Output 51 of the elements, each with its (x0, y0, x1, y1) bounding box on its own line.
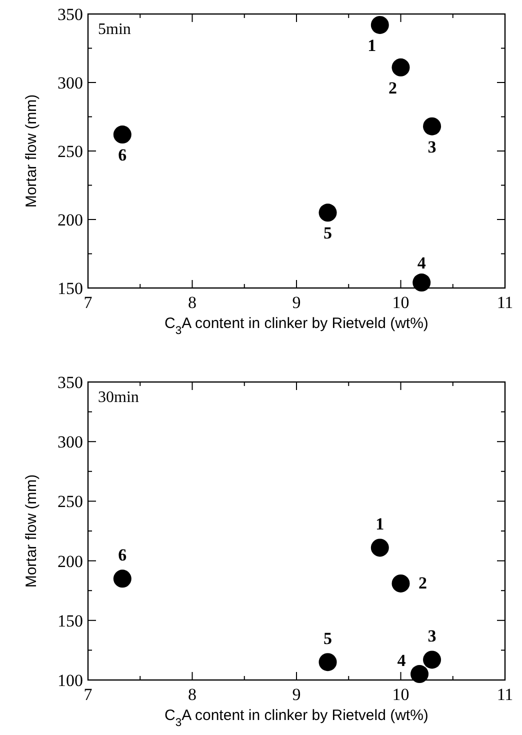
y-tick-label: 350 (58, 373, 83, 392)
x-tick-label: 8 (188, 293, 196, 312)
x-tick-label: 11 (496, 685, 514, 704)
y-tick-label: 150 (58, 611, 83, 630)
x-axis-title: C$_{3}$A content in clinker by Rietveld (wt%) (164, 707, 428, 729)
point (318, 204, 337, 222)
point (318, 653, 337, 672)
y-tick-label: 150 (58, 279, 83, 298)
annotation: 5min (98, 21, 131, 38)
x-tick-label: 9 (292, 685, 301, 704)
point (410, 665, 429, 684)
annotation: 3 (428, 137, 436, 156)
y-tick-label: 350 (58, 5, 83, 24)
x-tick-label: 8 (188, 685, 196, 704)
x-tick-label: 7 (84, 293, 93, 312)
y-tick-label: 250 (58, 492, 83, 512)
y-tick-label: 300 (58, 432, 83, 452)
point (370, 16, 389, 34)
point (412, 274, 431, 292)
annotation: 5 (324, 224, 332, 243)
x-tick-label: 10 (392, 685, 410, 704)
x-axis-title: C$_{3}$A content in clinker by Rietveld (wt%) (164, 315, 428, 337)
annotation: 4 (397, 651, 406, 670)
y-axis-title: Mortar flow (mm) (23, 94, 40, 208)
annotation: 1 (376, 514, 384, 534)
annotation: 30min (98, 389, 139, 406)
annotation: 6 (118, 546, 127, 565)
x-tick-label: 11 (496, 293, 514, 312)
annotation: 6 (118, 146, 127, 165)
y-tick-label: 200 (58, 210, 83, 230)
y-tick-label: 200 (58, 552, 83, 571)
point (423, 117, 442, 136)
point (370, 538, 389, 557)
y-tick-label: 300 (58, 74, 83, 92)
annotation: 4 (417, 254, 426, 273)
point (392, 574, 410, 592)
point (113, 570, 132, 588)
annotation: 2 (418, 573, 427, 592)
x-tick-label: 7 (84, 685, 93, 704)
x-tick-label: 10 (392, 293, 410, 312)
annotation: 1 (368, 36, 376, 55)
annotation: 2 (388, 78, 397, 98)
y-tick-label: 100 (58, 671, 83, 690)
x-tick-label: 9 (292, 293, 301, 312)
y-axis-title: Mortar flow (mm) (23, 474, 40, 588)
point (113, 126, 132, 144)
point (423, 650, 442, 669)
y-tick-label: 250 (58, 142, 83, 161)
annotation: 3 (428, 626, 436, 646)
annotation: 5 (324, 629, 332, 648)
point (392, 58, 410, 76)
